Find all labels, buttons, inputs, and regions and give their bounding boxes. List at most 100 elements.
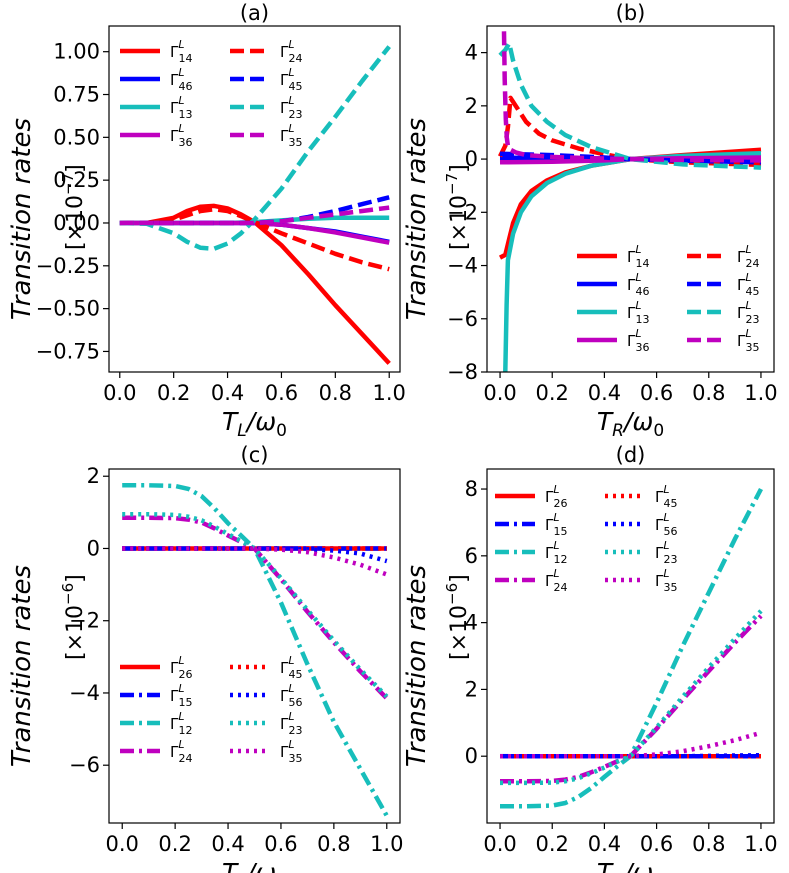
legend-label-12: ΓL 12: [545, 539, 568, 566]
y-tick-label: −2: [447, 200, 478, 224]
series-group: [497, 31, 762, 372]
legend-label-56: ΓL 56: [655, 511, 678, 538]
legend-label-24: ΓL 24: [545, 567, 568, 594]
chart-panel-b: (b) 0.0 0.2 0.4 0.6 0.8 1.0 −8 −6 −4 −2 0 2 4 TR/ω0 Tra…: [402, 1, 778, 441]
y-tick-label: 0: [465, 744, 478, 768]
y-tick-label: 2: [465, 94, 478, 118]
x-tick-label: 1.0: [744, 381, 777, 405]
y-tick-label: 0.50: [53, 125, 100, 149]
x-tick-label: 1.0: [744, 832, 777, 856]
chart-title: (b): [616, 1, 646, 25]
x-tick-label: 0.2: [536, 381, 569, 405]
legend-label-35: ΓL 35: [737, 327, 760, 354]
legend-label-24: ΓL 24: [737, 243, 760, 270]
legend-label-23: ΓL 23: [280, 94, 303, 121]
x-tick-label: 0.8: [692, 381, 725, 405]
x-tick-label: 0.6: [640, 832, 673, 856]
y-axis-label: Transition rates: [402, 565, 432, 767]
series-line-35-7: [119, 205, 390, 226]
legend-label-36: ΓL 36: [170, 122, 193, 149]
x-tick-label: 1.0: [373, 381, 406, 405]
y-tick-label: 4: [465, 41, 478, 65]
y-tick-label: 2: [87, 464, 100, 488]
y-tick-label: −0.50: [36, 297, 100, 321]
y-multiplier: [×10−6]: [443, 574, 472, 660]
x-axis-label: TR/ω0: [597, 858, 664, 873]
x-tick-label: 0.0: [483, 832, 516, 856]
y-axis-label: Transition rates: [7, 565, 37, 767]
y-axis-label: Transition rates: [402, 118, 432, 320]
x-tick-label: 0.4: [588, 832, 621, 856]
axes-frame: [486, 25, 775, 373]
legend-label-46: ΓL 46: [170, 66, 193, 93]
legend-label-15: ΓL 15: [545, 511, 568, 538]
legend-label-35: ΓL 35: [655, 567, 678, 594]
y-tick-label: 2: [465, 677, 478, 701]
x-tick-label: 1.0: [370, 832, 403, 856]
chart-title: (d): [616, 443, 646, 467]
x-tick-label: 0.2: [536, 832, 569, 856]
series-line-12-2: [122, 483, 389, 817]
legend-label-23: ΓL 23: [280, 710, 303, 737]
x-tick-label: 0.8: [317, 832, 350, 856]
y-tick-label: −4: [447, 254, 478, 278]
series-line-46-1: [119, 220, 390, 245]
x-tick-label: 0.4: [211, 381, 244, 405]
legend-label-23: ΓL 23: [655, 539, 678, 566]
legend-label-35: ΓL 35: [280, 738, 303, 765]
y-multiplier: [×10−7]: [443, 164, 472, 250]
y-tick-label: 8: [465, 477, 478, 501]
legend-label-13: ΓL 13: [170, 94, 193, 121]
y-tick-label: 6: [465, 544, 478, 568]
y-tick-label: −0.75: [36, 339, 100, 363]
series-group: [119, 45, 391, 365]
x-tick-label: 0.2: [158, 832, 191, 856]
legend-label-45: ΓL 45: [280, 654, 303, 681]
series-line-23-6: [498, 41, 762, 170]
series-line-24-3: [122, 515, 389, 700]
axes-frame: [486, 468, 775, 824]
series-line-14-0: [119, 203, 391, 365]
legend-label-36: ΓL 36: [627, 327, 650, 354]
x-tick-label: 0.4: [211, 832, 244, 856]
y-tick-label: −6: [447, 307, 478, 331]
legend-label-45: ΓL 45: [280, 66, 303, 93]
legend-label-23: ΓL 23: [737, 299, 760, 326]
series-line-24-4: [119, 207, 390, 272]
y-tick-label: 0: [465, 147, 478, 171]
legend-label-45: ΓL 45: [737, 271, 760, 298]
x-axis-label: TR/ω0: [597, 407, 664, 441]
legend-label-14: ΓL 14: [627, 243, 650, 270]
axes-frame: [108, 468, 401, 824]
series-group: [122, 483, 389, 817]
y-tick-label: −4: [69, 681, 100, 705]
x-axis-label: TL/ω0: [222, 407, 287, 441]
x-tick-label: 0.8: [692, 832, 725, 856]
x-tick-label: 0.2: [157, 381, 190, 405]
legend-label-15: ΓL 15: [170, 682, 193, 709]
legend-label-14: ΓL 14: [170, 38, 193, 65]
x-tick-label: 0.4: [588, 381, 621, 405]
chart-panel-a: (a) 0.0 0.2 0.4 0.6 0.8 1.0 −0.75 −0.50 −0.25 0.00…: [7, 1, 406, 441]
y-tick-label: 0.00: [53, 211, 100, 235]
legend-label-24: ΓL 24: [280, 38, 303, 65]
y-tick-label: 4: [465, 611, 478, 635]
x-axis-label: TL/ω0: [222, 858, 287, 873]
legend-label-35: ΓL 35: [280, 122, 303, 149]
legend-label-13: ΓL 13: [627, 299, 650, 326]
series-line-23-6: [119, 45, 391, 251]
y-tick-label: −8: [447, 360, 478, 384]
y-tick-label: 1.00: [53, 40, 100, 64]
series-line-23-6: [500, 609, 763, 786]
y-tick-label: 0.75: [53, 83, 100, 107]
x-tick-label: 0.0: [483, 381, 516, 405]
series-line-12-2: [500, 487, 763, 809]
legend-label-56: ΓL 56: [280, 682, 303, 709]
chart-panel-c: (c) 0.0 0.2 0.4 0.6 0.8 1.0 −6 −4 −2 0 2 TL/ω0 Transi…: [7, 443, 403, 873]
legend-label-26: ΓL 26: [170, 654, 193, 681]
y-tick-label: −0.25: [36, 254, 100, 278]
